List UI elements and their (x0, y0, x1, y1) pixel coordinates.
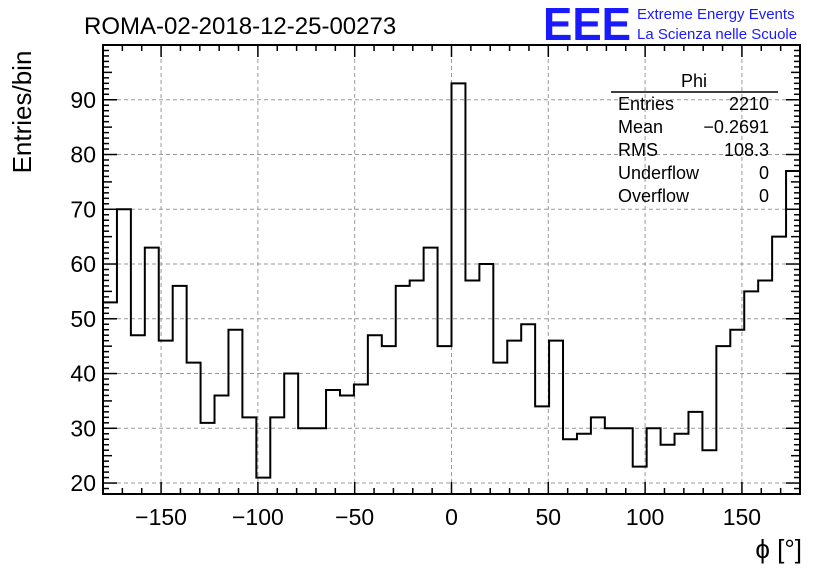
histogram-bin (256, 478, 270, 494)
logo-line-2: La Scienza nelle Scuole (637, 26, 797, 43)
y-tick-label: 30 (70, 415, 96, 441)
histogram-bin (758, 280, 772, 494)
histogram-bin (675, 434, 689, 494)
histogram-bin (702, 450, 716, 494)
y-tick-label: 80 (70, 142, 96, 168)
histogram-bin (521, 324, 535, 494)
histogram-bin (786, 171, 800, 494)
histogram-bin (688, 412, 702, 494)
stats-title: Phi (681, 71, 707, 91)
histogram-bin (187, 363, 201, 494)
histogram-bin (312, 428, 326, 494)
y-axis-label: Entries/bin (7, 51, 37, 174)
histogram-bin (744, 291, 758, 494)
stats-value: 108.3 (724, 140, 769, 160)
histogram-bin (633, 467, 647, 494)
stats-label: Underflow (618, 163, 700, 183)
stats-label: Entries (618, 94, 674, 114)
stats-label: RMS (618, 140, 658, 160)
histogram-bin (452, 83, 466, 494)
histogram-bin (326, 390, 340, 494)
histogram-bin (661, 445, 675, 494)
histogram-bin (215, 395, 229, 494)
histogram-bin (479, 264, 493, 494)
stats-label: Mean (618, 117, 663, 137)
histogram-bin (507, 341, 521, 494)
histogram-bin (117, 209, 131, 494)
x-tick-label: 0 (445, 504, 458, 530)
histogram-bin (298, 428, 312, 494)
y-tick-label: 40 (70, 361, 96, 387)
histogram-step-line (103, 82, 800, 479)
histogram-bin (228, 330, 242, 494)
histogram-bin (647, 428, 661, 494)
histogram-bin (242, 417, 256, 494)
stats-value: 0 (759, 163, 769, 183)
stats-value: 2210 (729, 94, 769, 114)
tick-labels: −150 −100 −50 0 50 100 150 20 30 40 50 60 70 80 90 (70, 87, 761, 530)
histogram-bin (605, 428, 619, 494)
histogram-bin (619, 428, 633, 494)
histogram-bin (424, 248, 438, 494)
histogram-bin (716, 346, 730, 494)
stats-label: Overflow (618, 186, 690, 206)
x-axis-label: ϕ [°] (755, 534, 802, 564)
logo-line-1: Extreme Energy Events (637, 6, 795, 23)
histogram-bin (493, 363, 507, 494)
histogram-bin (549, 341, 563, 494)
histogram-bin (131, 335, 145, 494)
histogram-bin (354, 384, 368, 494)
histogram-bin (563, 439, 577, 494)
histogram-bin (465, 280, 479, 494)
histogram-bin (145, 248, 159, 494)
histogram-bin (270, 417, 284, 494)
histogram-bin (410, 280, 424, 494)
histogram-bin (159, 341, 173, 494)
y-tick-label: 70 (70, 196, 96, 222)
chart-title: ROMA-02-2018-12-25-00273 (84, 13, 396, 40)
histogram-bin (591, 417, 605, 494)
histogram-bins (103, 83, 800, 494)
histogram-bin (340, 395, 354, 494)
histogram-bin (438, 346, 452, 494)
x-tick-label: −150 (135, 504, 187, 530)
x-tick-label: −100 (232, 504, 284, 530)
x-tick-label: 50 (536, 504, 562, 530)
histogram-bin (103, 302, 117, 494)
histogram-bin (382, 346, 396, 494)
logo-mark: EEE (543, 0, 631, 50)
histogram-bin (368, 335, 382, 494)
histogram-bin (396, 286, 410, 494)
stats-box: Phi Entries 2210 Mean −0.2691 RMS 108.3 Underf… (611, 71, 778, 206)
histogram-bin (577, 434, 591, 494)
stats-value: −0.2691 (703, 117, 769, 137)
y-tick-label: 50 (70, 306, 96, 332)
histogram-bin (173, 286, 187, 494)
x-tick-label: 150 (723, 504, 761, 530)
stats-value: 0 (759, 186, 769, 206)
x-tick-label: −50 (335, 504, 374, 530)
histogram-bin (284, 374, 298, 494)
histogram-bin (772, 237, 786, 494)
y-tick-label: 60 (70, 251, 96, 277)
y-tick-label: 90 (70, 87, 96, 113)
eee-logo: EEE Extreme Energy Events La Scienza nel… (543, 0, 797, 50)
x-tick-label: 100 (626, 504, 664, 530)
axes (102, 44, 801, 495)
y-tick-label: 20 (70, 470, 96, 496)
histogram-bin (730, 330, 744, 494)
histogram-bin (535, 406, 549, 494)
histogram-bin (201, 423, 215, 494)
